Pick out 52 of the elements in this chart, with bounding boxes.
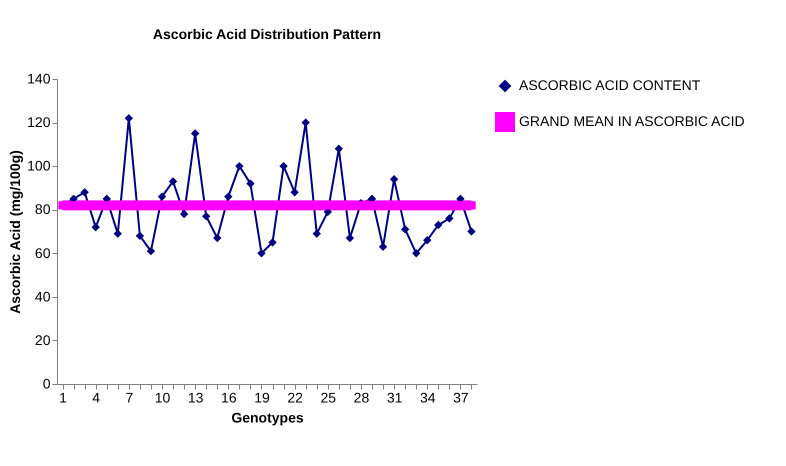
point [80, 188, 89, 196]
point [257, 249, 266, 258]
x-tick-label: 4 [92, 390, 100, 406]
x-tick-label: 10 [154, 390, 170, 406]
point [423, 236, 432, 244]
y-tick-label: 80 [34, 201, 51, 218]
legend-label: GRAND MEAN IN ASCORBIC ACID [519, 113, 745, 129]
point [390, 175, 398, 184]
point [290, 188, 299, 196]
y-tick-label: 120 [27, 114, 51, 130]
point [180, 210, 188, 218]
point [279, 162, 288, 170]
y-tick-label: 60 [34, 244, 51, 261]
point [412, 249, 420, 258]
point [92, 222, 100, 232]
x-tick-label: 1 [59, 390, 68, 406]
x-tick-label: 16 [221, 390, 237, 406]
y-tick-label: 40 [34, 288, 51, 304]
y-tick-label: 140 [27, 70, 51, 86]
x-tick-label: 13 [188, 390, 204, 406]
point [202, 212, 210, 220]
point [312, 229, 321, 238]
x-tick-label: 37 [453, 390, 469, 406]
x-tick-label: 7 [125, 390, 134, 406]
point [224, 192, 232, 201]
x-axis-title: Genotypes [231, 410, 304, 426]
point [467, 227, 476, 236]
point [246, 179, 255, 188]
legend-label: ASCORBIC ACID CONTENT [519, 77, 701, 93]
x-tick-label: 31 [386, 390, 403, 406]
point [124, 114, 134, 122]
point [168, 177, 178, 186]
point [334, 144, 344, 153]
point [158, 192, 166, 201]
x-tick-label: 22 [287, 390, 304, 406]
point [434, 220, 442, 230]
y-axis-title: Ascorbic Acid (mg/100g) [7, 150, 24, 314]
point [400, 225, 410, 234]
x-tick-label: 25 [320, 390, 336, 406]
x-tick-label: 34 [420, 390, 436, 406]
point [235, 162, 244, 170]
x-tick-label: 19 [254, 390, 270, 406]
x-tick-label: 28 [354, 390, 370, 406]
point [146, 246, 156, 256]
y-tick-label: 0 [42, 376, 51, 392]
point [213, 234, 222, 242]
point [268, 238, 277, 247]
point [445, 214, 454, 223]
y-tick-label: 20 [34, 332, 51, 348]
chart-title: Ascorbic Acid Distribution Pattern [152, 26, 382, 42]
y-tick-label: 100 [27, 158, 51, 174]
point [136, 232, 144, 240]
